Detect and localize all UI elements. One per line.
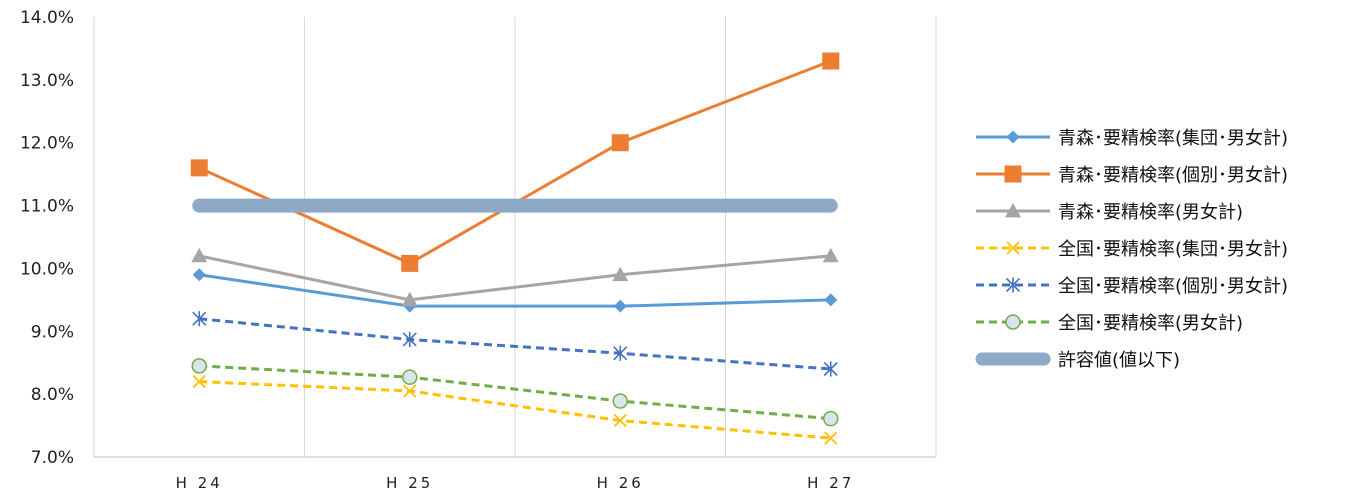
x-tick-label: H 25 [386, 474, 433, 492]
data-point-x [403, 384, 417, 398]
data-point-circle [823, 410, 839, 427]
data-point-circle [191, 358, 207, 374]
data-point-square [190, 159, 208, 177]
legend-item: 青森･要精検率(個別･男女計) [976, 165, 1288, 186]
legend-item: 許容値(値以下) [975, 350, 1180, 371]
data-point-triangle [401, 291, 418, 307]
data-point-asterisk [1005, 277, 1021, 293]
legend-label: 青森･要精検率(個別･男女計) [1058, 165, 1288, 186]
data-point-x-stroke [403, 384, 417, 398]
data-point-x [192, 374, 206, 389]
data-point-triangle [191, 247, 208, 263]
data-point-x [613, 413, 627, 428]
x-tick-label: H 27 [807, 474, 854, 492]
x-tick-label: H 24 [176, 474, 223, 492]
series-line [199, 273, 831, 308]
series-lines [190, 52, 840, 445]
y-tick-label: 14.0% [20, 8, 74, 28]
legend: 青森･要精検率(集団･男女計) 青森･要精検率(個別･男女計) 青森･要精検率(男女… [975, 128, 1288, 371]
data-point-x-stroke [1006, 241, 1020, 255]
legend-item: 青森･要精検率(男女計) [976, 202, 1243, 223]
data-point-diamond [192, 268, 206, 282]
data-point-asterisk [823, 361, 838, 377]
data-point-x-stroke [824, 431, 838, 445]
series-line [199, 364, 831, 421]
data-point-triangle [612, 266, 629, 282]
legend-item: 全国･要精検率(男女計) [976, 313, 1243, 334]
data-point-square [822, 52, 840, 70]
y-tick-label: 9.0% [31, 322, 74, 342]
series-line [199, 317, 831, 371]
legend-label: 青森･要精検率(集団･男女計) [1058, 128, 1288, 149]
data-point-circle [402, 369, 418, 385]
legend-item: 全国･要精検率(集団･男女計) [976, 239, 1288, 260]
y-tick-label: 13.0% [20, 71, 74, 91]
data-point-triangle [1005, 203, 1021, 218]
data-point-square [1004, 165, 1022, 183]
data-point-diamond [613, 299, 627, 313]
axes: 14.0% 13.0% 12.0% 11.0% 10.0% 9.0% 8.0% 7.0% H 2… [20, 8, 936, 492]
data-point-circle [612, 393, 628, 409]
y-tick-label: 8.0% [31, 385, 74, 405]
legend-label: 全国･要精検率(個別･男女計) [1058, 276, 1288, 297]
data-point-x [824, 431, 838, 445]
data-point-diamond [824, 293, 838, 307]
data-point-asterisk [192, 311, 207, 327]
series-1 [192, 268, 838, 313]
legend-label: 全国･要精検率(男女計) [1058, 313, 1243, 334]
data-point-asterisk [613, 345, 628, 361]
data-point-square [611, 134, 629, 152]
series-line [198, 254, 831, 302]
y-tick-label: 12.0% [20, 134, 74, 154]
series-5 [192, 311, 838, 377]
data-point-diamond [1006, 130, 1020, 144]
data-point-square [401, 254, 419, 272]
series-line [199, 380, 831, 440]
grid-lines [93, 17, 937, 457]
series-3 [191, 247, 839, 307]
series-4 [192, 374, 838, 445]
legend-label: 青森･要精検率(男女計) [1058, 202, 1243, 223]
legend-item: 全国･要精検率(個別･男女計) [976, 276, 1288, 297]
series-6 [191, 358, 839, 427]
data-point-circle [1005, 314, 1021, 330]
legend-label: 許容値(値以下) [1058, 350, 1180, 371]
data-point-asterisk [402, 331, 417, 347]
data-point-x-stroke [192, 374, 206, 389]
y-tick-label: 11.0% [20, 197, 74, 217]
legend-item: 青森･要精検率(集団･男女計) [976, 128, 1288, 149]
data-point-x-stroke [613, 413, 627, 428]
legend-label: 全国･要精検率(集団･男女計) [1058, 239, 1288, 260]
data-point-x [1006, 241, 1020, 255]
data-point-triangle [822, 247, 839, 263]
y-tick-label: 10.0% [20, 259, 74, 279]
x-tick-label: H 26 [597, 474, 644, 492]
y-tick-label: 7.0% [31, 448, 74, 468]
